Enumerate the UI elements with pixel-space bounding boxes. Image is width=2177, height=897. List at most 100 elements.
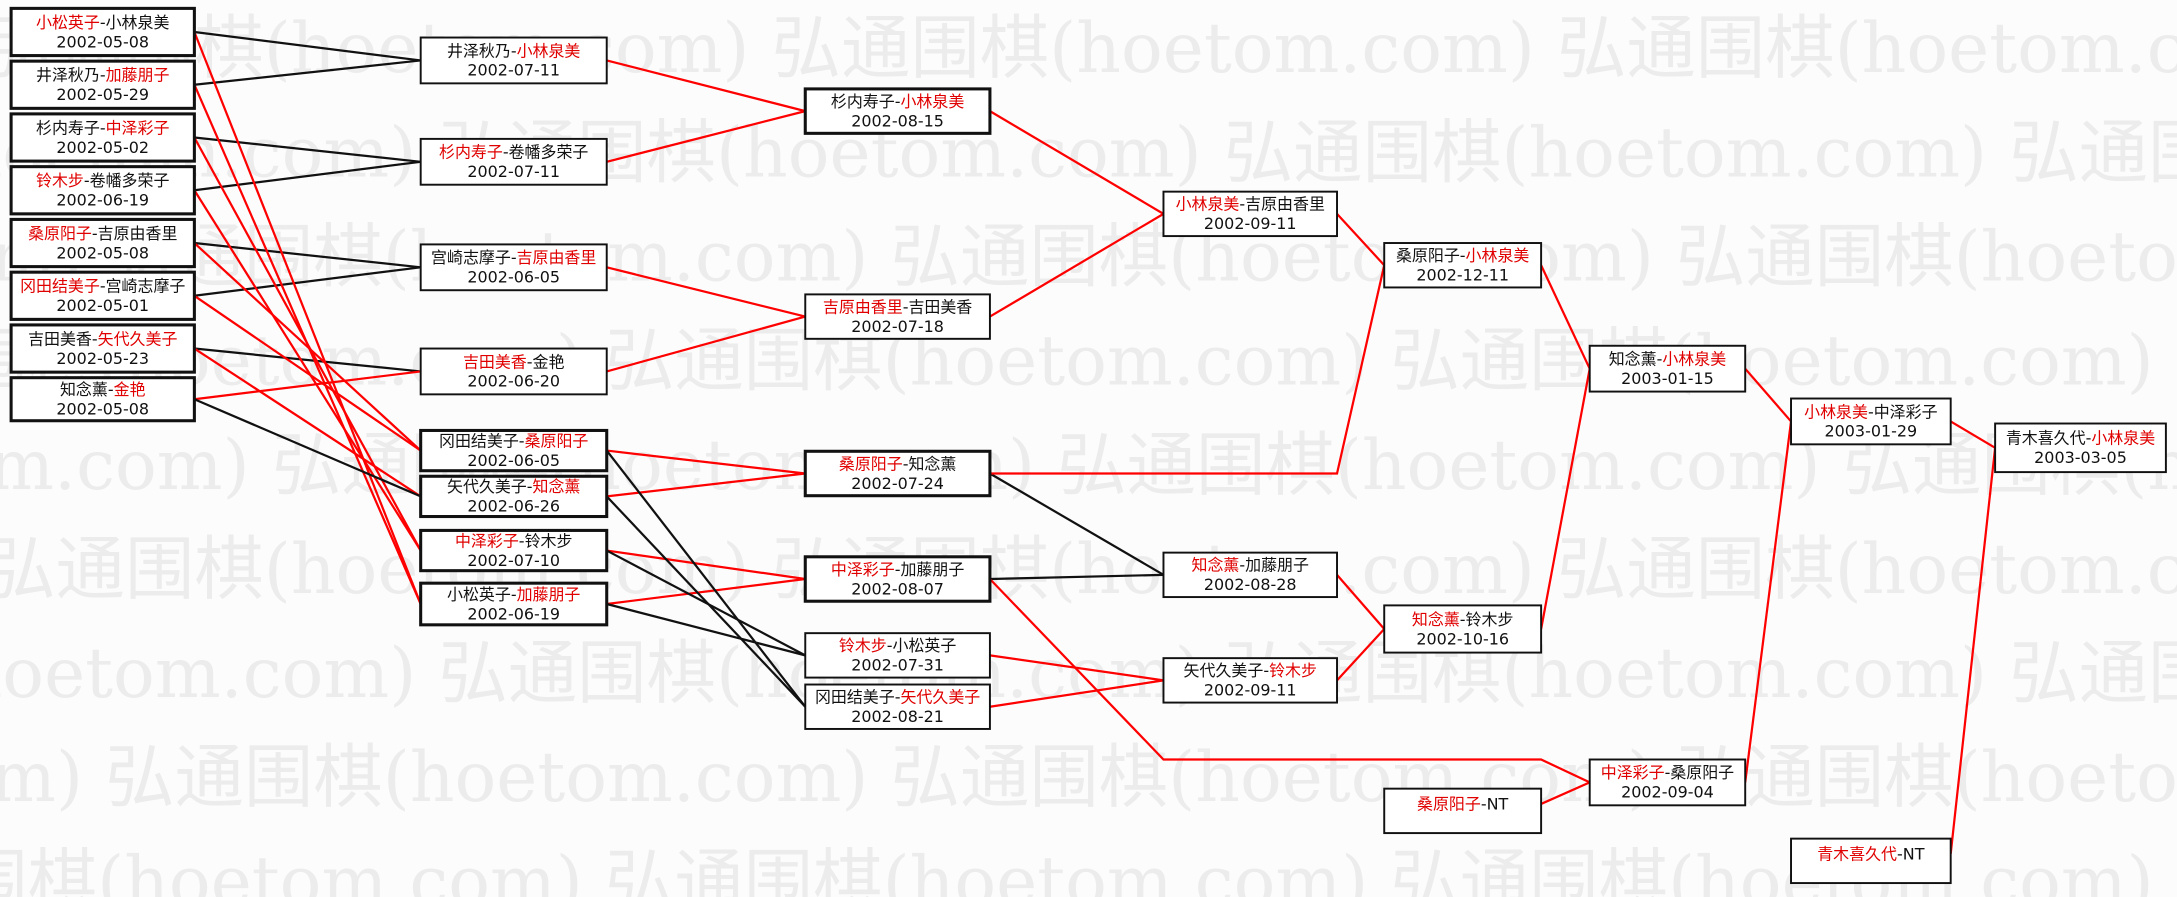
match-box-border xyxy=(9,112,196,163)
player-2: 桑原阳子 xyxy=(1670,763,1734,782)
player-2: 宫崎志摩子 xyxy=(106,277,186,296)
separator: - xyxy=(1239,556,1245,575)
bracket-line-c4-f2 xyxy=(989,578,1591,784)
match-box-border xyxy=(9,165,196,216)
match-players: 桑原阳子-知念薰 xyxy=(839,454,956,473)
separator: - xyxy=(895,92,901,111)
match-box-border xyxy=(419,581,609,627)
match-box-border xyxy=(419,137,608,186)
bracket-line-b4-c2 xyxy=(606,315,806,373)
bracket-line-g2-h1 xyxy=(1949,447,1997,855)
match-date: 2002-06-26 xyxy=(467,497,560,516)
match-date: 2002-12-11 xyxy=(1416,266,1509,285)
bracket-line-a4-b7 xyxy=(193,189,422,552)
bracket-line-b2-c1 xyxy=(606,110,806,163)
player-1: 桑原阳子 xyxy=(1417,794,1481,813)
separator: - xyxy=(887,636,893,655)
bracket-line-f1-g1 xyxy=(1744,367,1792,423)
separator: - xyxy=(895,560,901,579)
watermark-text: 弘通围棋(hoetom.com) 弘通围棋(hoetom.com) 弘通围棋(h… xyxy=(0,113,2177,193)
bracket-line-b5-c6 xyxy=(605,449,807,708)
player-2: 吉原由香里 xyxy=(517,248,597,267)
watermark-text: 弘通围棋(hoetom.com) 弘通围棋(hoetom.com) 弘通围棋(h… xyxy=(0,634,2177,714)
separator: - xyxy=(1665,763,1671,782)
bracket-line-b6-c6 xyxy=(605,495,807,708)
bracket-line-a1-b8 xyxy=(193,31,422,605)
player-1: 桑原阳子 xyxy=(1396,246,1460,265)
bracket-line-a8-b4 xyxy=(194,370,421,401)
separator: - xyxy=(108,380,114,399)
bracket-line-f2-g1 xyxy=(1744,421,1793,783)
match-date: 2002-09-11 xyxy=(1204,214,1297,233)
bracket-line-b8-c5 xyxy=(606,602,806,657)
match-box-border xyxy=(1162,551,1338,599)
separator: - xyxy=(903,454,909,473)
watermark-layer: 弘通围棋(hoetom.com) 弘通围棋(hoetom.com) 弘通围棋(h… xyxy=(0,9,2177,897)
player-1: 铃木步 xyxy=(36,171,84,190)
player-1: 桑原阳子 xyxy=(839,454,903,473)
player-2: 知念薰 xyxy=(908,454,956,473)
match-players: 青木喜久代-小林泉美 xyxy=(2006,429,2155,448)
player-1: 吉田美香 xyxy=(28,329,92,348)
player-2: 加藤朋子 xyxy=(106,66,170,85)
player-2: NT xyxy=(1487,794,1509,813)
match-players: 吉原由香里-吉田美香 xyxy=(823,297,972,316)
match-box-border xyxy=(1162,190,1338,238)
player-1: 井泽秋乃 xyxy=(447,41,511,60)
player-2: 金艳 xyxy=(533,352,565,371)
bracket-line-d3-e2 xyxy=(1336,628,1386,682)
bracket-line-c4-d2 xyxy=(989,573,1164,581)
player-2: 铃木步 xyxy=(1466,610,1514,629)
bracket-line-c3-d2 xyxy=(989,472,1165,576)
bracket-line-b1-c1 xyxy=(606,59,806,113)
player-1: 小松英子 xyxy=(36,13,100,32)
separator: - xyxy=(100,13,106,32)
match-box-g2[interactable]: 青木喜久代-NT xyxy=(1790,837,1952,885)
player-1: 知念薰 xyxy=(1609,350,1657,369)
match-box-e3[interactable]: 桑原阳子-NT xyxy=(1383,787,1543,835)
match-box-border xyxy=(419,528,609,573)
player-1: 铃木步 xyxy=(839,636,887,655)
player-2: 加藤朋子 xyxy=(900,560,964,579)
bracket-line-a5-b3 xyxy=(194,241,421,269)
match-box-border xyxy=(1790,837,1952,885)
match-date: 2002-07-11 xyxy=(467,61,560,80)
player-1: 矢代久美子 xyxy=(1184,661,1264,680)
separator: - xyxy=(511,248,517,267)
match-players: 冈田结美子-矢代久美子 xyxy=(815,688,980,707)
match-date: 2002-07-18 xyxy=(851,317,944,336)
player-2: 加藤朋子 xyxy=(1245,556,1309,575)
player-2: 矢代久美子 xyxy=(98,329,178,348)
